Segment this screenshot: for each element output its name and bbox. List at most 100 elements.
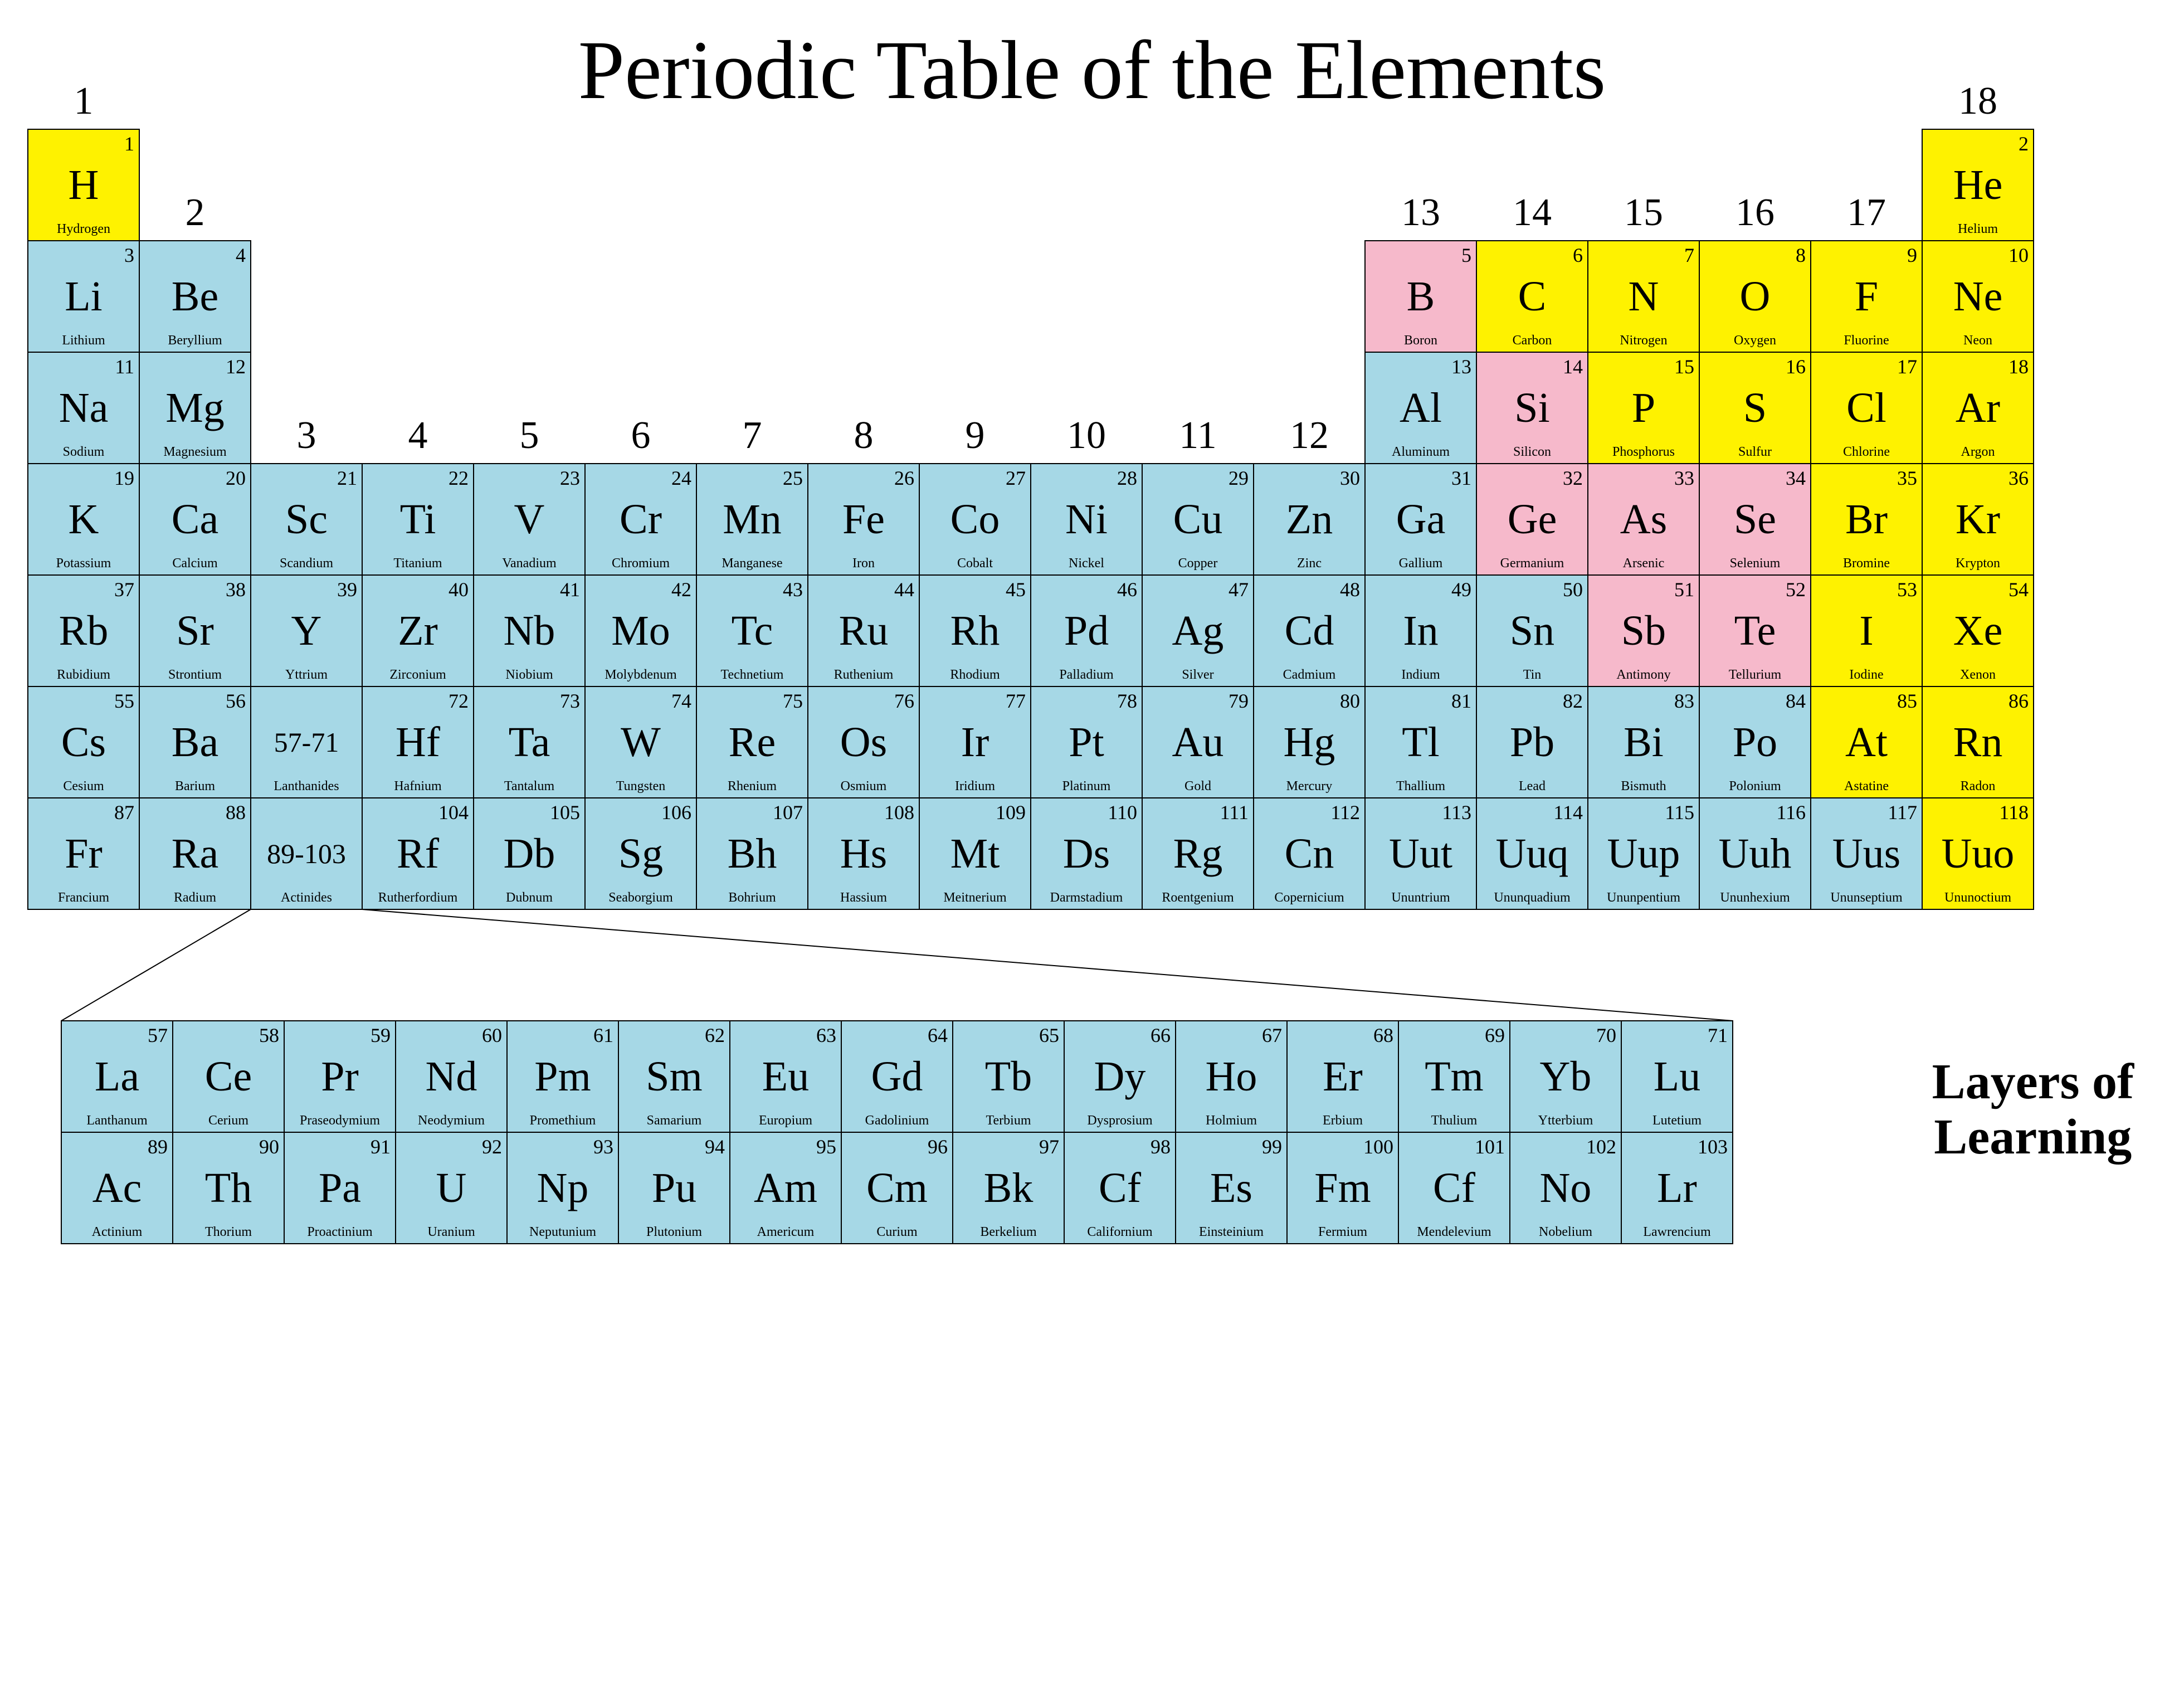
element-symbol: Pa (319, 1167, 361, 1209)
element-symbol: Hs (840, 832, 887, 875)
element-symbol: Ds (1063, 832, 1110, 875)
element-cell: 74WTungsten (584, 686, 697, 798)
element-symbol: Kr (1956, 498, 2000, 540)
element-symbol: Ta (509, 721, 550, 763)
element-symbol: No (1540, 1167, 1592, 1209)
atomic-number: 45 (1006, 578, 1026, 601)
atomic-number: 52 (1786, 578, 1806, 601)
element-name: Rhenium (697, 779, 807, 794)
element-name: Krypton (1923, 556, 2033, 571)
element-name: Boron (1366, 333, 1476, 348)
atomic-number: 40 (448, 578, 469, 601)
element-symbol: Lr (1657, 1167, 1697, 1209)
element-cell: 118UuoUnunoctium (1922, 797, 2034, 910)
atomic-number: 1 (124, 132, 134, 155)
element-symbol: U (436, 1167, 467, 1209)
atomic-number: 112 (1330, 801, 1360, 824)
element-symbol: Hg (1284, 721, 1335, 763)
element-symbol: Nd (426, 1055, 477, 1098)
atomic-number: 93 (593, 1135, 613, 1158)
element-name: Potassium (28, 556, 139, 571)
element-symbol: He (1953, 164, 2003, 206)
element-name: Erbium (1288, 1113, 1398, 1128)
element-name: Ununpentium (1588, 890, 1699, 905)
element-cell: 101CfMendelevium (1398, 1132, 1510, 1244)
element-symbol: H (69, 164, 99, 206)
element-name: Californium (1065, 1225, 1175, 1240)
element-name: Europium (730, 1113, 841, 1128)
element-cell: 45RhRhodium (919, 574, 1031, 687)
element-symbol: Tl (1402, 721, 1440, 763)
atomic-number: 30 (1340, 466, 1360, 490)
element-name: Uranium (396, 1225, 506, 1240)
atomic-number: 107 (773, 801, 803, 824)
element-symbol: Uup (1607, 832, 1680, 875)
atomic-number: 72 (448, 689, 469, 713)
element-symbol: N (1629, 275, 1659, 318)
element-cell: 69TmThulium (1398, 1020, 1510, 1133)
element-name: Ununtrium (1366, 890, 1476, 905)
element-symbol: Ce (205, 1055, 252, 1098)
element-name: Lanthanum (62, 1113, 172, 1128)
atomic-number: 109 (996, 801, 1026, 824)
element-name: Chlorine (1811, 445, 1922, 460)
element-name: Cesium (28, 779, 139, 794)
atomic-number: 65 (1039, 1024, 1059, 1047)
element-symbol: S (1743, 387, 1767, 429)
atomic-number: 68 (1373, 1024, 1393, 1047)
atomic-number: 32 (1563, 466, 1583, 490)
element-name: Technetium (697, 668, 807, 683)
atomic-number: 50 (1563, 578, 1583, 601)
element-symbol: Re (729, 721, 776, 763)
element-symbol: Fe (842, 498, 885, 540)
element-cell: 3LiLithium (27, 240, 140, 353)
element-cell: 111RgRoentgenium (1142, 797, 1254, 910)
atomic-number: 88 (226, 801, 246, 824)
element-name: Germanium (1477, 556, 1587, 571)
element-symbol: Ne (1953, 275, 2003, 318)
element-cell: 19KPotassium (27, 463, 140, 576)
element-name: Selenium (1700, 556, 1810, 571)
element-symbol: Co (950, 498, 1000, 540)
atomic-number: 95 (816, 1135, 836, 1158)
atomic-number: 111 (1220, 801, 1249, 824)
element-cell: 38SrStrontium (139, 574, 251, 687)
element-symbol: Sg (618, 832, 663, 875)
element-symbol: Tm (1425, 1055, 1484, 1098)
element-symbol: Y (291, 610, 322, 652)
element-cell: 91PaProactinium (284, 1132, 396, 1244)
element-name: Aluminum (1366, 445, 1476, 460)
atomic-number: 25 (783, 466, 803, 490)
element-name: Meitnerium (920, 890, 1030, 905)
element-symbol: Cn (1285, 832, 1334, 875)
atomic-number: 58 (259, 1024, 279, 1047)
element-cell: 117UusUnunseptium (1810, 797, 1923, 910)
element-symbol: Ru (839, 610, 889, 652)
element-name: Thallium (1366, 779, 1476, 794)
element-symbol: Be (172, 275, 218, 318)
element-symbol: Uus (1832, 832, 1900, 875)
element-cell: 92 U Uranium (395, 1132, 508, 1244)
element-cell: 26FeIron (807, 463, 920, 576)
element-symbol: Os (840, 721, 887, 763)
element-cell: 78PtPlatinum (1030, 686, 1143, 798)
element-cell: 76OsOsmium (807, 686, 920, 798)
element-cell: 110DsDarmstadium (1030, 797, 1143, 910)
element-symbol: Rh (950, 610, 1000, 652)
atomic-number: 56 (226, 689, 246, 713)
atomic-number: 4 (236, 244, 246, 267)
atomic-number: 92 (482, 1135, 502, 1158)
atomic-number: 38 (226, 578, 246, 601)
atomic-number: 26 (894, 466, 914, 490)
element-symbol: Db (504, 832, 555, 875)
element-symbol: Gd (871, 1055, 923, 1098)
element-cell: 102NoNobelium (1509, 1132, 1622, 1244)
element-cell: 98CfCalifornium (1064, 1132, 1176, 1244)
atomic-number: 47 (1228, 578, 1249, 601)
element-cell: 28NiNickel (1030, 463, 1143, 576)
element-name: Hassium (808, 890, 919, 905)
atomic-number: 51 (1674, 578, 1694, 601)
element-name: Bismuth (1588, 779, 1699, 794)
element-symbol: Uuq (1496, 832, 1569, 875)
element-symbol: Ni (1065, 498, 1108, 540)
